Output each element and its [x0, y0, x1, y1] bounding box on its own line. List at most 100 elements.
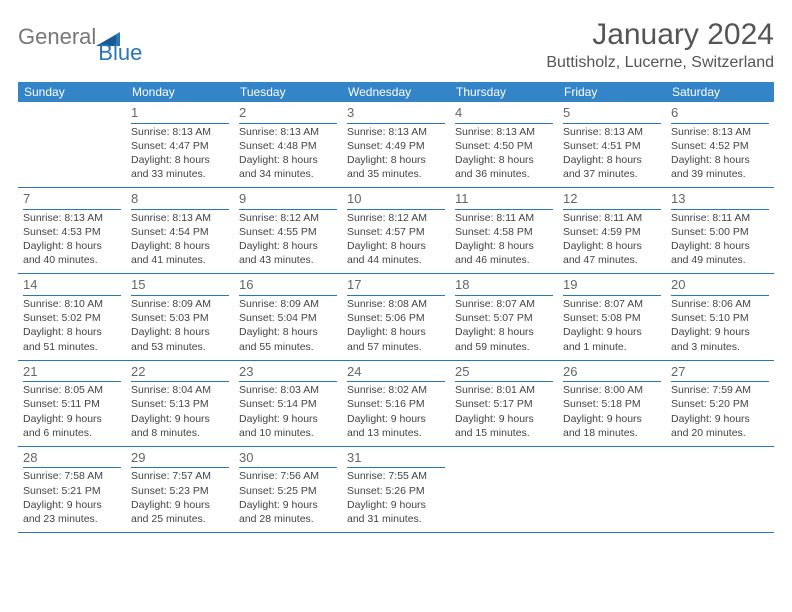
- daylight-line: Daylight: 9 hours and 25 minutes.: [131, 498, 229, 526]
- daylight-line: Daylight: 8 hours and 59 minutes.: [455, 325, 553, 353]
- day-number: 22: [131, 363, 229, 383]
- sunrise-line: Sunrise: 8:13 AM: [347, 125, 445, 139]
- calendar-cell: 3Sunrise: 8:13 AMSunset: 4:49 PMDaylight…: [342, 102, 450, 188]
- sunset-line: Sunset: 5:26 PM: [347, 484, 445, 498]
- sunset-line: Sunset: 4:55 PM: [239, 225, 337, 239]
- calendar-cell: 16Sunrise: 8:09 AMSunset: 5:04 PMDayligh…: [234, 274, 342, 360]
- daylight-line: Daylight: 8 hours and 33 minutes.: [131, 153, 229, 181]
- sunset-line: Sunset: 5:20 PM: [671, 397, 769, 411]
- calendar-cell: 4Sunrise: 8:13 AMSunset: 4:50 PMDaylight…: [450, 102, 558, 188]
- location-text: Buttisholz, Lucerne, Switzerland: [546, 54, 774, 72]
- sunrise-line: Sunrise: 8:11 AM: [563, 211, 661, 225]
- calendar-cell: 10Sunrise: 8:12 AMSunset: 4:57 PMDayligh…: [342, 188, 450, 274]
- day-number: 5: [563, 104, 661, 124]
- daylight-line: Daylight: 9 hours and 20 minutes.: [671, 412, 769, 440]
- sunset-line: Sunset: 5:04 PM: [239, 311, 337, 325]
- day-number: 30: [239, 449, 337, 469]
- daylight-line: Daylight: 8 hours and 44 minutes.: [347, 239, 445, 267]
- daylight-line: Daylight: 9 hours and 10 minutes.: [239, 412, 337, 440]
- page-title: January 2024: [546, 18, 774, 52]
- calendar-cell: 7Sunrise: 8:13 AMSunset: 4:53 PMDaylight…: [18, 188, 126, 274]
- day-number: 16: [239, 276, 337, 296]
- sunset-line: Sunset: 4:57 PM: [347, 225, 445, 239]
- sunset-line: Sunset: 5:14 PM: [239, 397, 337, 411]
- sunrise-line: Sunrise: 8:01 AM: [455, 383, 553, 397]
- day-number: 9: [239, 190, 337, 210]
- sunrise-line: Sunrise: 8:10 AM: [23, 297, 121, 311]
- day-number: 4: [455, 104, 553, 124]
- sunset-line: Sunset: 5:10 PM: [671, 311, 769, 325]
- sunrise-line: Sunrise: 8:05 AM: [23, 383, 121, 397]
- sunset-line: Sunset: 4:59 PM: [563, 225, 661, 239]
- sunrise-line: Sunrise: 8:09 AM: [131, 297, 229, 311]
- day-number: 24: [347, 363, 445, 383]
- daylight-line: Daylight: 9 hours and 8 minutes.: [131, 412, 229, 440]
- daylight-line: Daylight: 8 hours and 55 minutes.: [239, 325, 337, 353]
- calendar-cell: 24Sunrise: 8:02 AMSunset: 5:16 PMDayligh…: [342, 360, 450, 446]
- sunset-line: Sunset: 4:53 PM: [23, 225, 121, 239]
- calendar-cell: 18Sunrise: 8:07 AMSunset: 5:07 PMDayligh…: [450, 274, 558, 360]
- daylight-line: Daylight: 8 hours and 51 minutes.: [23, 325, 121, 353]
- sunrise-line: Sunrise: 8:07 AM: [455, 297, 553, 311]
- day-number: 26: [563, 363, 661, 383]
- sunset-line: Sunset: 5:21 PM: [23, 484, 121, 498]
- daylight-line: Daylight: 8 hours and 34 minutes.: [239, 153, 337, 181]
- daylight-line: Daylight: 8 hours and 57 minutes.: [347, 325, 445, 353]
- sunrise-line: Sunrise: 7:55 AM: [347, 469, 445, 483]
- day-number: 7: [23, 190, 121, 210]
- sunset-line: Sunset: 4:47 PM: [131, 139, 229, 153]
- sunrise-line: Sunrise: 8:13 AM: [455, 125, 553, 139]
- calendar-cell: 21Sunrise: 8:05 AMSunset: 5:11 PMDayligh…: [18, 360, 126, 446]
- daylight-line: Daylight: 8 hours and 43 minutes.: [239, 239, 337, 267]
- sunset-line: Sunset: 5:23 PM: [131, 484, 229, 498]
- sunset-line: Sunset: 4:49 PM: [347, 139, 445, 153]
- calendar-cell: 26Sunrise: 8:00 AMSunset: 5:18 PMDayligh…: [558, 360, 666, 446]
- day-number: 21: [23, 363, 121, 383]
- sunrise-line: Sunrise: 8:04 AM: [131, 383, 229, 397]
- sunset-line: Sunset: 4:48 PM: [239, 139, 337, 153]
- sunrise-line: Sunrise: 8:07 AM: [563, 297, 661, 311]
- day-number: 6: [671, 104, 769, 124]
- daylight-line: Daylight: 8 hours and 39 minutes.: [671, 153, 769, 181]
- sunset-line: Sunset: 5:00 PM: [671, 225, 769, 239]
- sunrise-line: Sunrise: 8:13 AM: [563, 125, 661, 139]
- sunrise-line: Sunrise: 7:58 AM: [23, 469, 121, 483]
- calendar-cell: 19Sunrise: 8:07 AMSunset: 5:08 PMDayligh…: [558, 274, 666, 360]
- sunrise-line: Sunrise: 7:59 AM: [671, 383, 769, 397]
- daylight-line: Daylight: 9 hours and 3 minutes.: [671, 325, 769, 353]
- day-header: Monday: [126, 82, 234, 102]
- sunrise-line: Sunrise: 8:12 AM: [239, 211, 337, 225]
- sunrise-line: Sunrise: 8:13 AM: [23, 211, 121, 225]
- title-block: January 2024 Buttisholz, Lucerne, Switze…: [546, 18, 774, 72]
- sunrise-line: Sunrise: 8:09 AM: [239, 297, 337, 311]
- daylight-line: Daylight: 9 hours and 13 minutes.: [347, 412, 445, 440]
- calendar-cell: 23Sunrise: 8:03 AMSunset: 5:14 PMDayligh…: [234, 360, 342, 446]
- sunset-line: Sunset: 5:11 PM: [23, 397, 121, 411]
- sunset-line: Sunset: 4:52 PM: [671, 139, 769, 153]
- sunset-line: Sunset: 5:02 PM: [23, 311, 121, 325]
- calendar-cell: 2Sunrise: 8:13 AMSunset: 4:48 PMDaylight…: [234, 102, 342, 188]
- daylight-line: Daylight: 8 hours and 40 minutes.: [23, 239, 121, 267]
- day-number: 11: [455, 190, 553, 210]
- sunset-line: Sunset: 5:25 PM: [239, 484, 337, 498]
- day-number: 15: [131, 276, 229, 296]
- sunset-line: Sunset: 5:07 PM: [455, 311, 553, 325]
- calendar-cell: [558, 446, 666, 532]
- day-number: 13: [671, 190, 769, 210]
- sunrise-line: Sunrise: 8:08 AM: [347, 297, 445, 311]
- calendar-cell: 25Sunrise: 8:01 AMSunset: 5:17 PMDayligh…: [450, 360, 558, 446]
- calendar-cell: 5Sunrise: 8:13 AMSunset: 4:51 PMDaylight…: [558, 102, 666, 188]
- daylight-line: Daylight: 8 hours and 46 minutes.: [455, 239, 553, 267]
- sunset-line: Sunset: 4:50 PM: [455, 139, 553, 153]
- calendar-cell: [18, 102, 126, 188]
- day-number: 14: [23, 276, 121, 296]
- daylight-line: Daylight: 8 hours and 47 minutes.: [563, 239, 661, 267]
- sunrise-line: Sunrise: 8:13 AM: [239, 125, 337, 139]
- calendar-cell: 9Sunrise: 8:12 AMSunset: 4:55 PMDaylight…: [234, 188, 342, 274]
- daylight-line: Daylight: 8 hours and 36 minutes.: [455, 153, 553, 181]
- day-number: 12: [563, 190, 661, 210]
- day-number: 19: [563, 276, 661, 296]
- day-number: 28: [23, 449, 121, 469]
- logo-text-general: General: [18, 24, 96, 50]
- day-header: Tuesday: [234, 82, 342, 102]
